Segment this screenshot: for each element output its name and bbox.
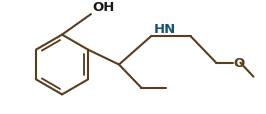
Text: OH: OH xyxy=(92,1,114,14)
Text: O: O xyxy=(234,57,245,70)
Text: HN: HN xyxy=(153,22,176,35)
